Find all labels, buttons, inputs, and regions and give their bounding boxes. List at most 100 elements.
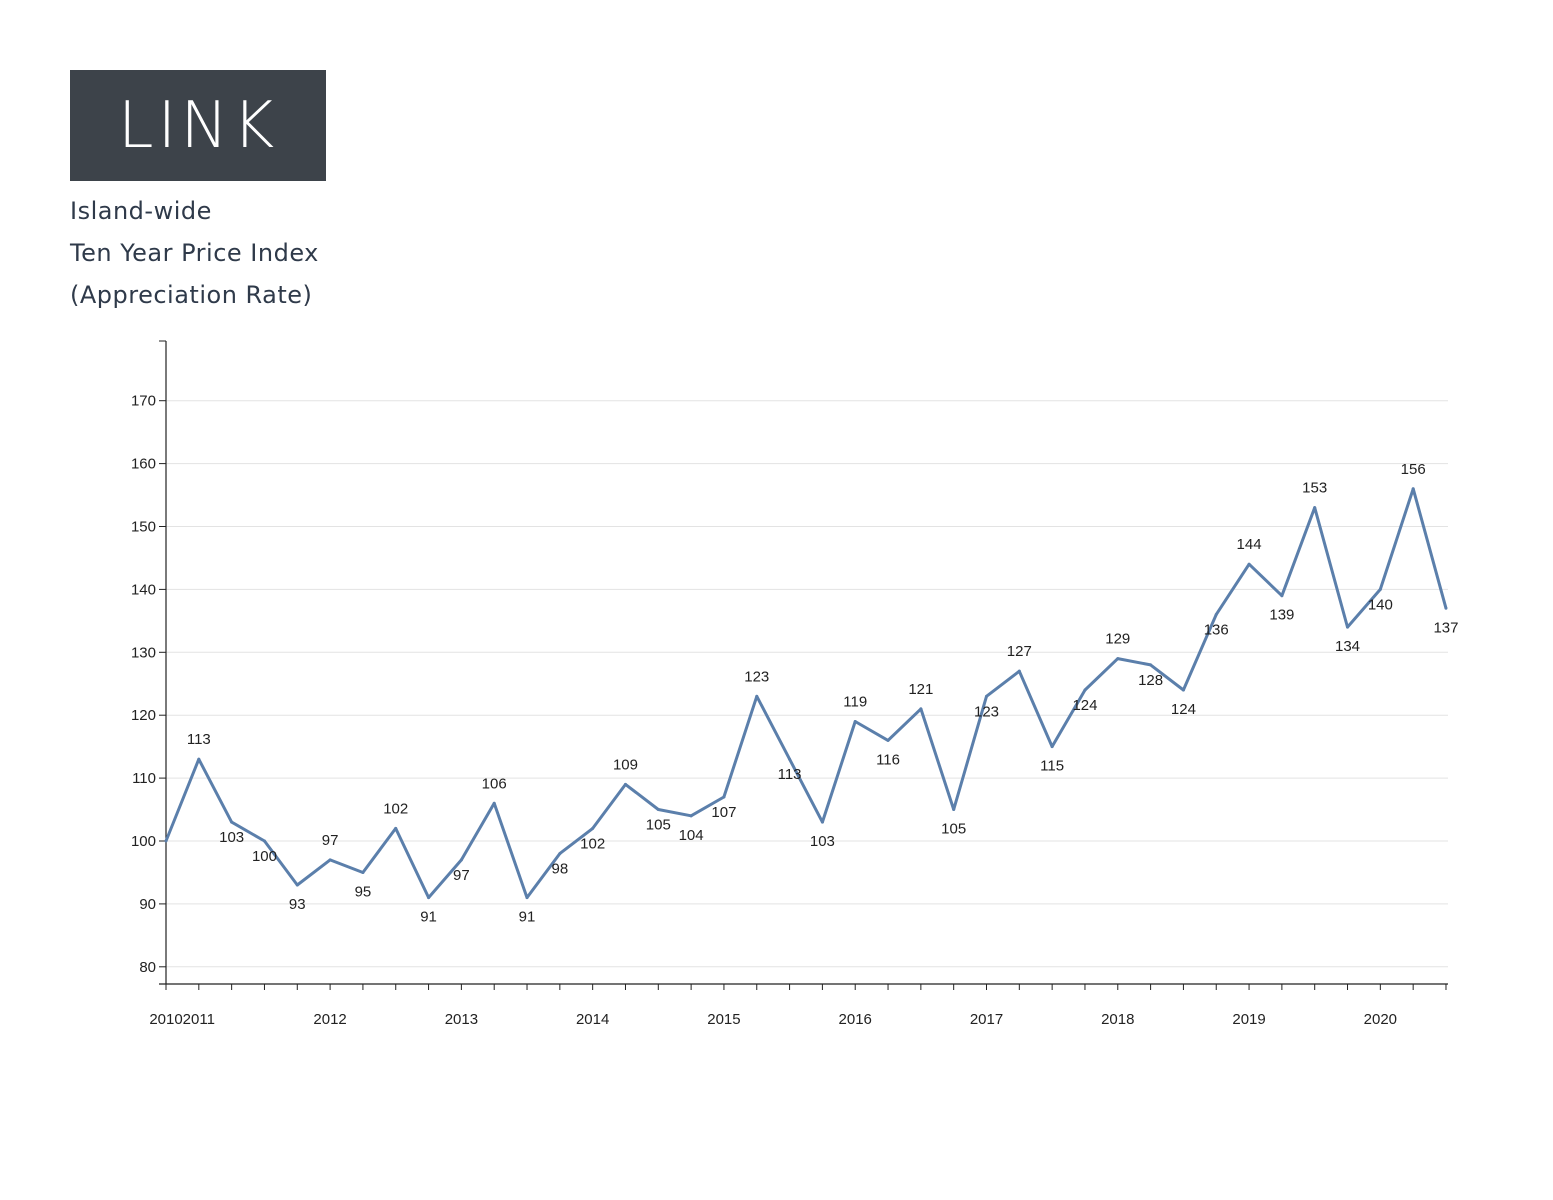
data-point-34 [1280, 594, 1284, 598]
y-tick-label-90: 90 [139, 896, 156, 913]
data-point-28 [1083, 688, 1087, 692]
data-point-11 [525, 896, 529, 900]
data-label-35: 153 [1302, 480, 1327, 497]
chart-heading: Island-wide Ten Year Price Index (Apprec… [70, 190, 319, 316]
data-point-38 [1411, 487, 1415, 491]
y-tick-label-130: 130 [131, 644, 156, 661]
y-tick-label-110: 110 [132, 770, 156, 787]
data-label-33: 144 [1237, 536, 1262, 553]
x-tick-label-2017: 2017 [970, 1011, 1003, 1028]
heading-line-3: (Appreciation Rate) [70, 281, 313, 309]
data-label-2: 103 [219, 829, 244, 846]
data-point-8 [427, 896, 431, 900]
data-point-6 [361, 870, 365, 874]
data-label-29: 129 [1105, 631, 1130, 648]
data-label-25: 123 [974, 703, 999, 720]
data-point-36 [1346, 625, 1350, 629]
data-point-19 [788, 757, 792, 761]
y-tick-label-160: 160 [131, 456, 156, 473]
data-label-23: 121 [908, 681, 933, 698]
data-label-10: 106 [482, 775, 507, 792]
data-point-17 [722, 795, 726, 799]
x-tick-label-2018: 2018 [1101, 1011, 1134, 1028]
data-label-7: 102 [383, 800, 408, 817]
data-label-1: 113 [187, 731, 211, 748]
data-label-31: 124 [1171, 701, 1196, 718]
data-label-28: 124 [1072, 697, 1097, 714]
data-point-30 [1149, 663, 1153, 667]
x-tick-label-2011: 2011 [183, 1011, 215, 1028]
x-tick-label-2015: 2015 [707, 1011, 740, 1028]
data-label-32: 136 [1204, 622, 1229, 639]
data-label-5: 97 [322, 832, 339, 849]
data-point-39 [1444, 606, 1448, 610]
data-label-19: 113 [778, 766, 802, 783]
data-point-31 [1181, 688, 1185, 692]
data-label-12: 98 [551, 861, 568, 878]
data-point-10 [492, 801, 496, 805]
logo-text: LINK [117, 88, 279, 163]
data-point-5 [328, 858, 332, 862]
data-point-18 [755, 694, 759, 698]
data-point-15 [656, 808, 660, 812]
y-tick-label-170: 170 [131, 393, 156, 410]
data-point-9 [459, 858, 463, 862]
heading-line-1: Island-wide [70, 197, 212, 225]
data-label-20: 103 [810, 833, 835, 850]
data-point-14 [623, 782, 627, 786]
data-point-32 [1214, 613, 1218, 617]
data-label-38: 156 [1401, 461, 1426, 478]
heading-line-2: Ten Year Price Index [70, 239, 319, 267]
data-label-26: 127 [1007, 643, 1032, 660]
data-label-14: 109 [613, 756, 638, 773]
data-point-35 [1313, 506, 1317, 510]
x-tick-label-2010: 2010 [149, 1011, 182, 1028]
data-label-4: 93 [289, 896, 306, 913]
x-tick-label-2020: 2020 [1364, 1011, 1397, 1028]
data-point-13 [591, 826, 595, 830]
x-tick-label-2019: 2019 [1232, 1011, 1265, 1028]
data-point-29 [1116, 657, 1120, 661]
data-point-22 [886, 738, 890, 742]
data-point-12 [558, 852, 562, 856]
data-label-22: 116 [876, 751, 900, 768]
data-point-1 [197, 757, 201, 761]
y-tick-label-150: 150 [131, 519, 156, 536]
data-label-9: 97 [453, 867, 470, 884]
data-point-20 [820, 820, 824, 824]
data-point-33 [1247, 562, 1251, 566]
data-point-4 [295, 883, 299, 887]
data-label-3: 100 [252, 848, 277, 865]
data-point-21 [853, 719, 857, 723]
y-tick-label-140: 140 [131, 581, 156, 598]
data-label-37: 140 [1368, 596, 1393, 613]
data-point-2 [230, 820, 234, 824]
data-point-23 [919, 707, 923, 711]
data-label-17: 107 [711, 804, 736, 821]
data-label-36: 134 [1335, 638, 1360, 655]
data-point-0 [164, 839, 168, 843]
series-line [164, 487, 1448, 900]
data-label-8: 91 [420, 909, 437, 926]
data-label-24: 105 [941, 821, 966, 838]
data-label-18: 123 [744, 668, 769, 685]
data-point-27 [1050, 745, 1054, 749]
data-point-24 [952, 808, 956, 812]
x-tick-label-2014: 2014 [576, 1011, 609, 1028]
data-label-11: 91 [519, 909, 536, 926]
data-point-16 [689, 814, 693, 818]
data-point-7 [394, 826, 398, 830]
data-label-15: 105 [646, 817, 671, 834]
data-label-27: 115 [1040, 758, 1064, 775]
data-point-3 [262, 839, 266, 843]
data-label-6: 95 [355, 883, 372, 900]
data-label-21: 119 [843, 693, 867, 710]
data-label-16: 104 [679, 827, 704, 844]
x-tick-label-2016: 2016 [839, 1011, 872, 1028]
x-tick-label-2012: 2012 [313, 1011, 346, 1028]
y-tick-label-120: 120 [131, 707, 156, 724]
data-point-37 [1378, 587, 1382, 591]
data-label-39: 137 [1433, 619, 1458, 636]
data-label-34: 139 [1269, 607, 1294, 624]
